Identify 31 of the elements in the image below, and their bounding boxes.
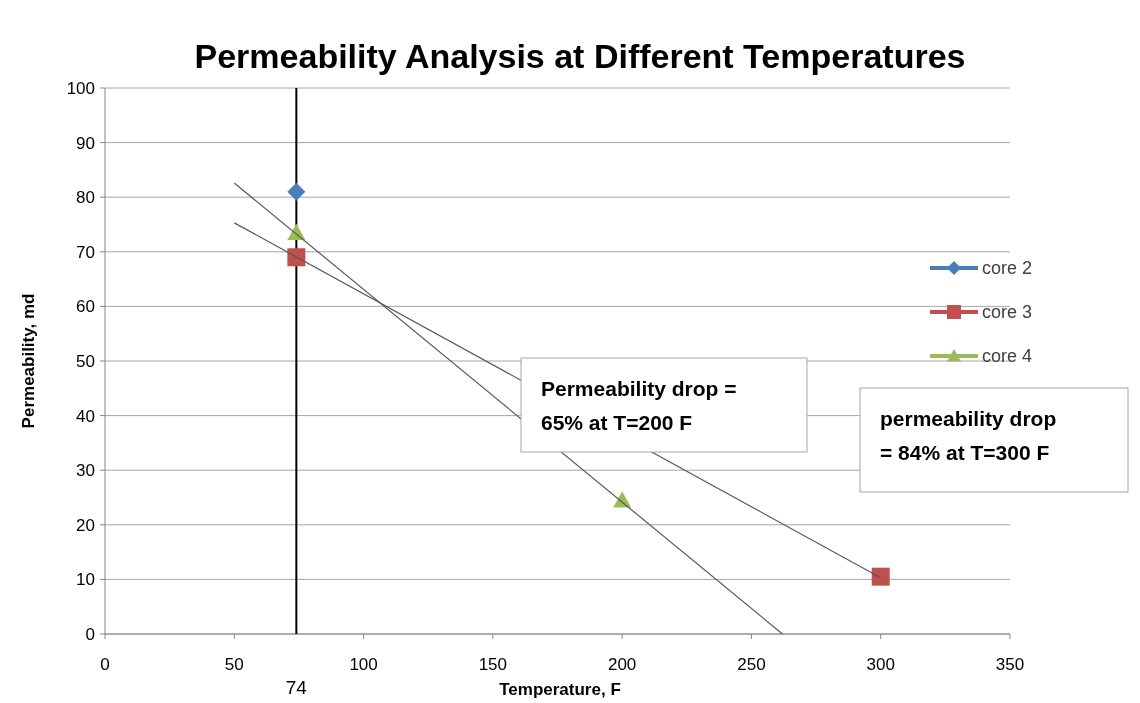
- point: [871, 567, 890, 586]
- x-tick-label: 100: [349, 655, 378, 674]
- point: [287, 248, 306, 267]
- x-tick-label: 250: [737, 655, 766, 674]
- legend-label: core 4: [982, 346, 1033, 367]
- chart-title: Permeability Analysis at Different Temperatures: [194, 37, 966, 75]
- y-tick-label: 60: [76, 297, 95, 317]
- y-axis-title: Permeability, md: [19, 293, 38, 429]
- y-tick-label: 90: [76, 133, 95, 153]
- y-tick-label: 10: [76, 570, 95, 590]
- x-tick-label: 200: [607, 655, 637, 674]
- x-tick-label: 0: [100, 655, 110, 674]
- y-tick-label: 50: [76, 351, 95, 371]
- x-axis-title: Temperature, F: [499, 680, 621, 699]
- x-tick-label: 150: [478, 655, 508, 674]
- ref-line-label: 74: [285, 677, 308, 698]
- y-tick-label: 70: [76, 242, 95, 262]
- annotation: permeability drop = 84% at T=300 F: [880, 407, 1057, 464]
- y-tick-label: 30: [76, 461, 95, 481]
- y-tick-label: 0: [85, 624, 95, 644]
- x-tick-label: 50: [224, 655, 244, 674]
- y-tick-label: 80: [76, 188, 95, 208]
- x-tick-label: 300: [866, 655, 895, 674]
- legend-label: core 3: [982, 302, 1033, 323]
- legend-label: core 2: [982, 258, 1033, 279]
- x-tick-label: 350: [995, 655, 1025, 674]
- point: [287, 182, 306, 201]
- y-tick-label: 20: [76, 515, 95, 535]
- y-tick-label: 100: [66, 78, 95, 98]
- annotation: Permeability drop = 65% at T=200 F: [541, 377, 737, 434]
- y-tick-label: 40: [76, 406, 95, 426]
